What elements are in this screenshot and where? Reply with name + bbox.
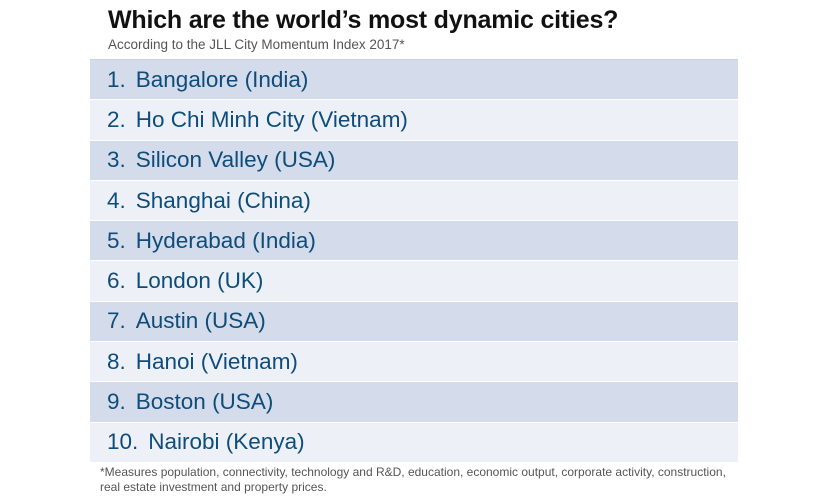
list-item: 9. Boston (USA) (90, 382, 738, 422)
rank-number: 10. (107, 429, 139, 455)
city-name: Ho Chi Minh City (Vietnam) (135, 106, 408, 132)
rank-number: 9. (107, 389, 126, 415)
city-name: London (UK) (135, 268, 264, 294)
list-item: 8. Hanoi (Vietnam) (90, 342, 738, 382)
list-item: 10. Nairobi (Kenya) (90, 422, 738, 462)
rank-number: 3. (107, 147, 126, 173)
rank-number: 7. (107, 308, 126, 334)
rank-number: 4. (107, 187, 126, 213)
list-item: 2. Ho Chi Minh City (Vietnam) (90, 100, 738, 140)
rank-number: 6. (107, 268, 126, 294)
city-name: Hanoi (Vietnam) (135, 348, 298, 374)
city-name: Austin (USA) (135, 308, 266, 334)
page-subtitle: According to the JLL City Momentum Index… (108, 37, 405, 52)
list-item: 4. Shanghai (China) (90, 180, 738, 221)
rank-number: 1. (107, 66, 126, 92)
city-name: Shanghai (China) (135, 187, 311, 213)
list-item: 3. Silicon Valley (USA) (90, 140, 738, 180)
rank-number: 8. (107, 348, 126, 374)
list-item: 6. London (UK) (90, 261, 738, 301)
city-ranking-list: 1. Bangalore (India) 2. Ho Chi Minh City… (90, 59, 738, 463)
city-name: Silicon Valley (USA) (135, 147, 336, 173)
list-item: 7. Austin (USA) (90, 301, 738, 342)
rank-number: 2. (107, 106, 126, 132)
rank-number: 5. (107, 227, 126, 253)
page-title: Which are the world’s most dynamic citie… (108, 6, 619, 34)
list-item: 1. Bangalore (India) (90, 60, 738, 100)
city-name: Hyderabad (India) (135, 227, 316, 253)
footnote: *Measures population, connectivity, tech… (100, 465, 726, 494)
city-name: Nairobi (Kenya) (148, 429, 305, 455)
city-name: Boston (USA) (135, 389, 274, 415)
city-name: Bangalore (India) (135, 66, 309, 92)
list-item: 5. Hyderabad (India) (90, 221, 738, 261)
